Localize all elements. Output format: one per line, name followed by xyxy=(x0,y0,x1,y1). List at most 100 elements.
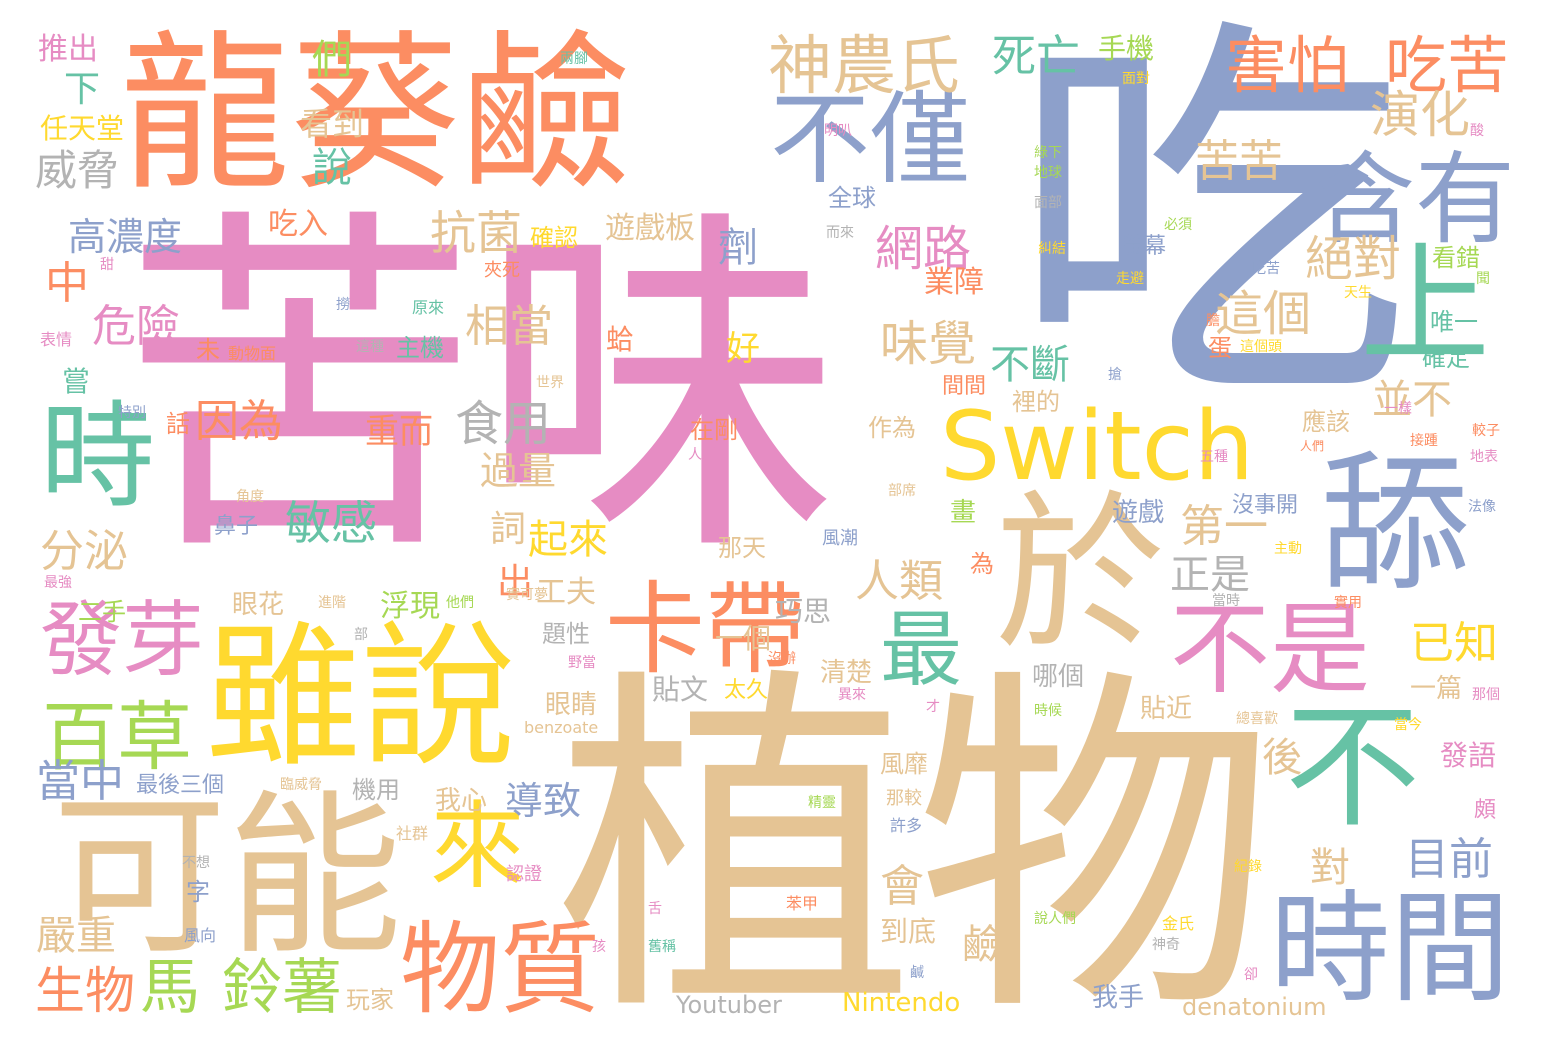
word: 必須 xyxy=(1164,217,1192,233)
word: 因為 xyxy=(195,396,283,447)
word: 人別 xyxy=(688,447,716,463)
word: 太久 xyxy=(724,678,769,703)
word: 部席 xyxy=(888,483,916,499)
word: 沒辦 xyxy=(768,651,796,667)
word: 生物 xyxy=(35,962,135,1020)
word: 認證 xyxy=(506,864,542,885)
word: 抗菌 xyxy=(430,206,522,260)
word: 苦苦 xyxy=(1195,136,1283,187)
word: 為 xyxy=(970,550,994,578)
word: 人類 xyxy=(855,556,943,607)
word: 一樣 xyxy=(1384,401,1412,417)
word: 野當 xyxy=(568,655,596,671)
word: 苦味 xyxy=(120,180,840,599)
word: 嚴重 xyxy=(36,913,116,959)
word: 貼文 xyxy=(652,673,709,706)
word: 當時 xyxy=(1212,593,1240,609)
word: 馬 xyxy=(140,953,200,1023)
word: 死亡 xyxy=(992,31,1080,82)
word: Youtuber xyxy=(676,991,782,1019)
word: 清楚 xyxy=(820,658,873,688)
word: 綠下 xyxy=(1034,145,1062,161)
word: 吃苦 xyxy=(1385,29,1510,102)
word: 神農氏 xyxy=(768,30,960,104)
word: 不斷 xyxy=(990,342,1070,388)
word: 螢幕 xyxy=(1122,234,1167,259)
word: 上 xyxy=(1360,229,1491,381)
word: 二手 xyxy=(78,598,126,626)
word: 我手 xyxy=(1092,983,1145,1013)
word: 後 xyxy=(1262,735,1302,781)
word: 詞 xyxy=(490,509,527,550)
word: 說人們 xyxy=(1034,911,1076,927)
word: 手機 xyxy=(1098,32,1155,65)
word: 嘗 xyxy=(62,365,91,398)
word: 風向 xyxy=(184,926,217,945)
word: 害怕 xyxy=(1225,29,1350,102)
word: 最 xyxy=(880,603,963,698)
word: 我心 xyxy=(435,786,488,816)
word: 地表 xyxy=(1470,449,1498,465)
word: 膽 xyxy=(1206,313,1220,329)
word: 鈴薯 xyxy=(222,953,342,1023)
word: 當今 xyxy=(1394,717,1422,733)
word: 危險 xyxy=(92,301,180,352)
word: 卻 xyxy=(1244,967,1258,983)
word: 目前 xyxy=(1405,834,1493,885)
word: 下 xyxy=(64,69,101,110)
word: 唯一 xyxy=(1430,308,1478,336)
word: Switch xyxy=(940,392,1255,502)
word: 絕對 xyxy=(1305,231,1402,287)
word: 一篇 xyxy=(1410,674,1463,704)
word: 角度 xyxy=(236,489,264,505)
word: 五種 xyxy=(1200,449,1228,465)
word: 重而 xyxy=(365,412,433,452)
word: 進階 xyxy=(318,595,346,611)
word: 吃苦 xyxy=(1252,261,1280,277)
word: 劑 xyxy=(718,225,758,271)
word: 總喜歡 xyxy=(1236,711,1278,727)
word: 社群 xyxy=(396,824,429,843)
word: 撈 xyxy=(336,297,350,313)
word: denatonium xyxy=(1182,993,1327,1021)
word: 業障 xyxy=(924,265,984,300)
word: 舊稱 xyxy=(648,939,676,955)
word: 來 xyxy=(430,792,526,902)
word: 應該 xyxy=(1302,408,1350,436)
word: 才 xyxy=(926,699,940,715)
word: 頗 xyxy=(1474,798,1497,823)
word: 人們 xyxy=(1300,439,1325,453)
word: 他們 xyxy=(446,595,474,611)
word: 金氏 xyxy=(1162,914,1195,933)
word: 明叭 xyxy=(824,123,852,139)
word: 看錯 xyxy=(1432,244,1480,272)
word: 於 xyxy=(995,476,1166,674)
word: 這種 xyxy=(356,339,384,355)
word: 未 xyxy=(196,336,220,364)
word: 異來 xyxy=(838,687,866,703)
word: 糾結 xyxy=(1038,241,1066,257)
word: 起來 xyxy=(528,517,608,563)
word: 巧思 xyxy=(775,595,832,628)
word: 神奇 xyxy=(1152,937,1180,953)
word: 看到 xyxy=(300,105,365,143)
word: 甜 xyxy=(100,257,114,273)
word: 題性 xyxy=(542,620,590,648)
word: 苯甲 xyxy=(786,894,819,913)
word: 風靡 xyxy=(880,750,928,778)
word: 兩腳 xyxy=(560,51,588,67)
word: 已知 xyxy=(1410,618,1498,669)
word: 紀錄 xyxy=(1234,859,1262,875)
word: 眼花 xyxy=(232,590,285,620)
word: 而來 xyxy=(826,225,854,241)
word: 出 xyxy=(497,562,534,603)
word: 蛤 xyxy=(606,323,635,356)
word: 到底 xyxy=(880,915,937,948)
word: 們 xyxy=(312,37,352,83)
word: 哪個 xyxy=(1032,662,1085,692)
word: 鼻子 xyxy=(214,514,259,539)
word: 鹹 xyxy=(910,965,924,981)
word: 味覺 xyxy=(880,316,977,372)
word: 部 xyxy=(354,627,368,643)
word: 原來 xyxy=(412,298,445,317)
